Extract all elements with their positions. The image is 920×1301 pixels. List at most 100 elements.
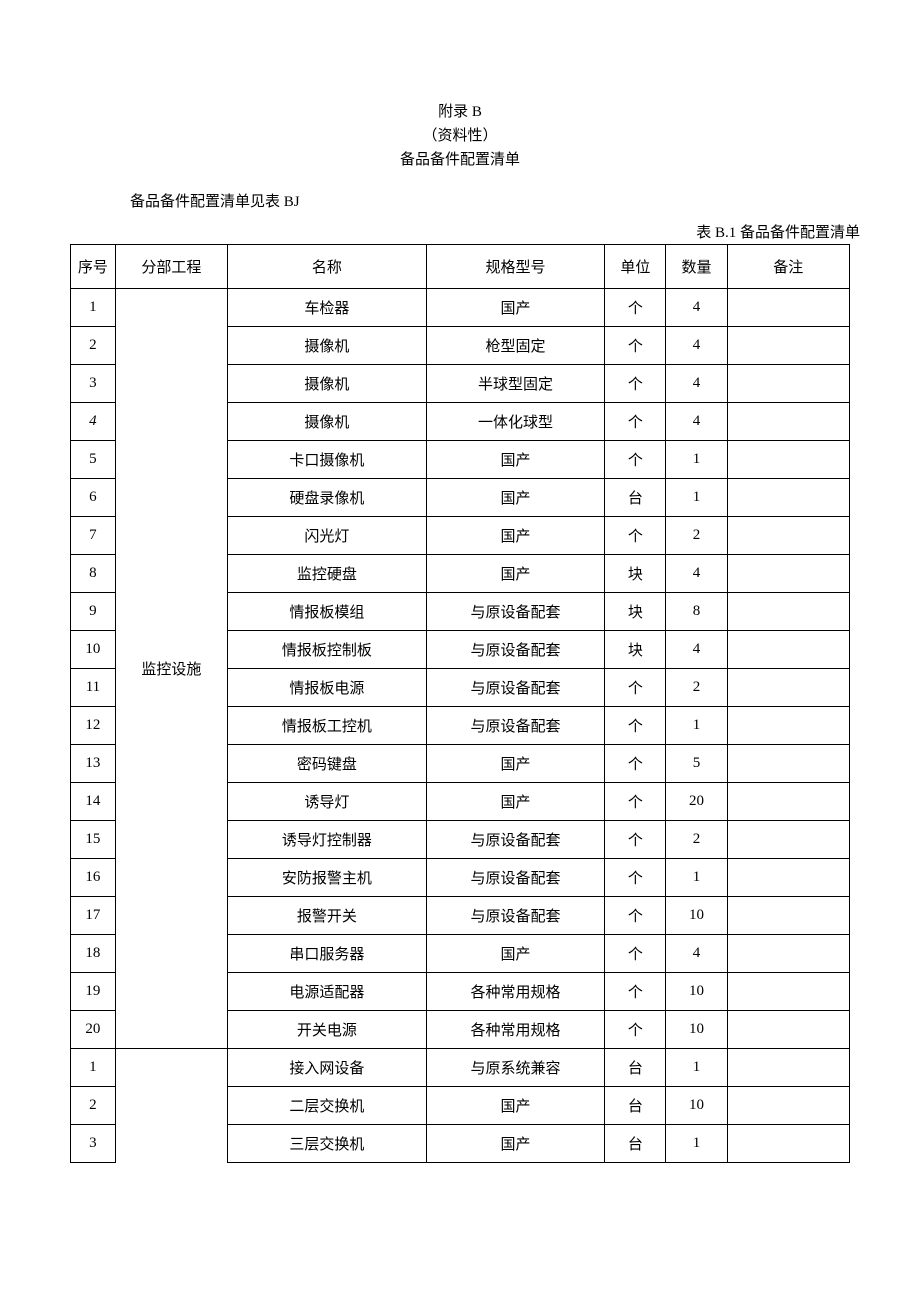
cell-seq: 14 — [71, 783, 116, 821]
cell-spec: 一体化球型 — [426, 403, 604, 441]
cell-name: 情报板电源 — [228, 669, 427, 707]
cell-qty: 5 — [666, 745, 727, 783]
cell-name: 摄像机 — [228, 403, 427, 441]
cell-name: 诱导灯 — [228, 783, 427, 821]
cell-qty: 1 — [666, 1049, 727, 1087]
cell-seq: 1 — [71, 1049, 116, 1087]
cell-spec: 国产 — [426, 479, 604, 517]
col-header-unit: 单位 — [605, 245, 666, 289]
cell-name: 接入网设备 — [228, 1049, 427, 1087]
cell-unit: 台 — [605, 1087, 666, 1125]
col-header-name: 名称 — [228, 245, 427, 289]
cell-qty: 2 — [666, 821, 727, 859]
cell-unit: 块 — [605, 555, 666, 593]
cell-note — [727, 1049, 849, 1087]
cell-note — [727, 403, 849, 441]
cell-name: 二层交换机 — [228, 1087, 427, 1125]
cell-unit: 个 — [605, 1011, 666, 1049]
cell-note — [727, 935, 849, 973]
cell-note — [727, 441, 849, 479]
cell-name: 硬盘录像机 — [228, 479, 427, 517]
cell-seq: 13 — [71, 745, 116, 783]
table-row: 1监控设施车检器国产个4 — [71, 289, 850, 327]
cell-note — [727, 555, 849, 593]
cell-unit: 个 — [605, 365, 666, 403]
cell-note — [727, 669, 849, 707]
cell-spec: 国产 — [426, 441, 604, 479]
cell-name: 摄像机 — [228, 327, 427, 365]
spare-parts-table: 序号 分部工程 名称 规格型号 单位 数量 备注 1监控设施车检器国产个4 2 摄像… — [70, 244, 850, 1163]
cell-note — [727, 707, 849, 745]
cell-name: 情报板工控机 — [228, 707, 427, 745]
cell-seq: 8 — [71, 555, 116, 593]
cell-note — [727, 631, 849, 669]
col-header-qty: 数量 — [666, 245, 727, 289]
cell-spec: 国产 — [426, 935, 604, 973]
cell-qty: 4 — [666, 555, 727, 593]
cell-spec: 各种常用规格 — [426, 1011, 604, 1049]
cell-seq: 4 — [71, 403, 116, 441]
cell-name: 开关电源 — [228, 1011, 427, 1049]
cell-name: 密码键盘 — [228, 745, 427, 783]
cell-qty: 1 — [666, 441, 727, 479]
cell-seq: 1 — [71, 289, 116, 327]
cell-unit: 个 — [605, 707, 666, 745]
cell-name: 监控硬盘 — [228, 555, 427, 593]
cell-name: 摄像机 — [228, 365, 427, 403]
cell-note — [727, 479, 849, 517]
cell-seq: 3 — [71, 1125, 116, 1163]
cell-name: 闪光灯 — [228, 517, 427, 555]
cell-qty: 1 — [666, 859, 727, 897]
cell-note — [727, 745, 849, 783]
cell-unit: 个 — [605, 403, 666, 441]
cell-unit: 块 — [605, 593, 666, 631]
cell-qty: 10 — [666, 1011, 727, 1049]
cell-seq: 19 — [71, 973, 116, 1011]
cell-spec: 与原设备配套 — [426, 821, 604, 859]
cell-name: 串口服务器 — [228, 935, 427, 973]
header-line-3: 备品备件配置清单 — [60, 148, 860, 172]
col-header-sect: 分部工程 — [115, 245, 227, 289]
col-header-spec: 规格型号 — [426, 245, 604, 289]
cell-name: 报警开关 — [228, 897, 427, 935]
cell-seq: 9 — [71, 593, 116, 631]
header-line-2: （资料性） — [60, 124, 860, 148]
cell-name: 三层交换机 — [228, 1125, 427, 1163]
cell-seq: 15 — [71, 821, 116, 859]
cell-qty: 2 — [666, 517, 727, 555]
cell-spec: 国产 — [426, 517, 604, 555]
cell-seq: 7 — [71, 517, 116, 555]
cell-note — [727, 593, 849, 631]
cell-qty: 10 — [666, 897, 727, 935]
cell-spec: 国产 — [426, 783, 604, 821]
cell-qty: 4 — [666, 935, 727, 973]
cell-note — [727, 517, 849, 555]
cell-name: 电源适配器 — [228, 973, 427, 1011]
cell-seq: 16 — [71, 859, 116, 897]
cell-note — [727, 897, 849, 935]
cell-spec: 国产 — [426, 555, 604, 593]
cell-spec: 国产 — [426, 289, 604, 327]
cell-spec: 与原设备配套 — [426, 897, 604, 935]
cell-name: 诱导灯控制器 — [228, 821, 427, 859]
cell-unit: 台 — [605, 1049, 666, 1087]
col-header-note: 备注 — [727, 245, 849, 289]
cell-unit: 台 — [605, 1125, 666, 1163]
cell-name: 卡口摄像机 — [228, 441, 427, 479]
cell-section: 监控设施 — [115, 289, 227, 1049]
cell-qty: 4 — [666, 365, 727, 403]
cell-seq: 18 — [71, 935, 116, 973]
cell-seq: 2 — [71, 1087, 116, 1125]
cell-name: 情报板模组 — [228, 593, 427, 631]
cell-note — [727, 1087, 849, 1125]
cell-seq: 6 — [71, 479, 116, 517]
cell-seq: 11 — [71, 669, 116, 707]
col-header-seq: 序号 — [71, 245, 116, 289]
cell-seq: 3 — [71, 365, 116, 403]
cell-note — [727, 289, 849, 327]
cell-unit: 个 — [605, 745, 666, 783]
cell-qty: 4 — [666, 403, 727, 441]
cell-unit: 个 — [605, 289, 666, 327]
cell-spec: 与原系统兼容 — [426, 1049, 604, 1087]
table-caption: 表 B.1 备品备件配置清单 — [60, 221, 860, 242]
